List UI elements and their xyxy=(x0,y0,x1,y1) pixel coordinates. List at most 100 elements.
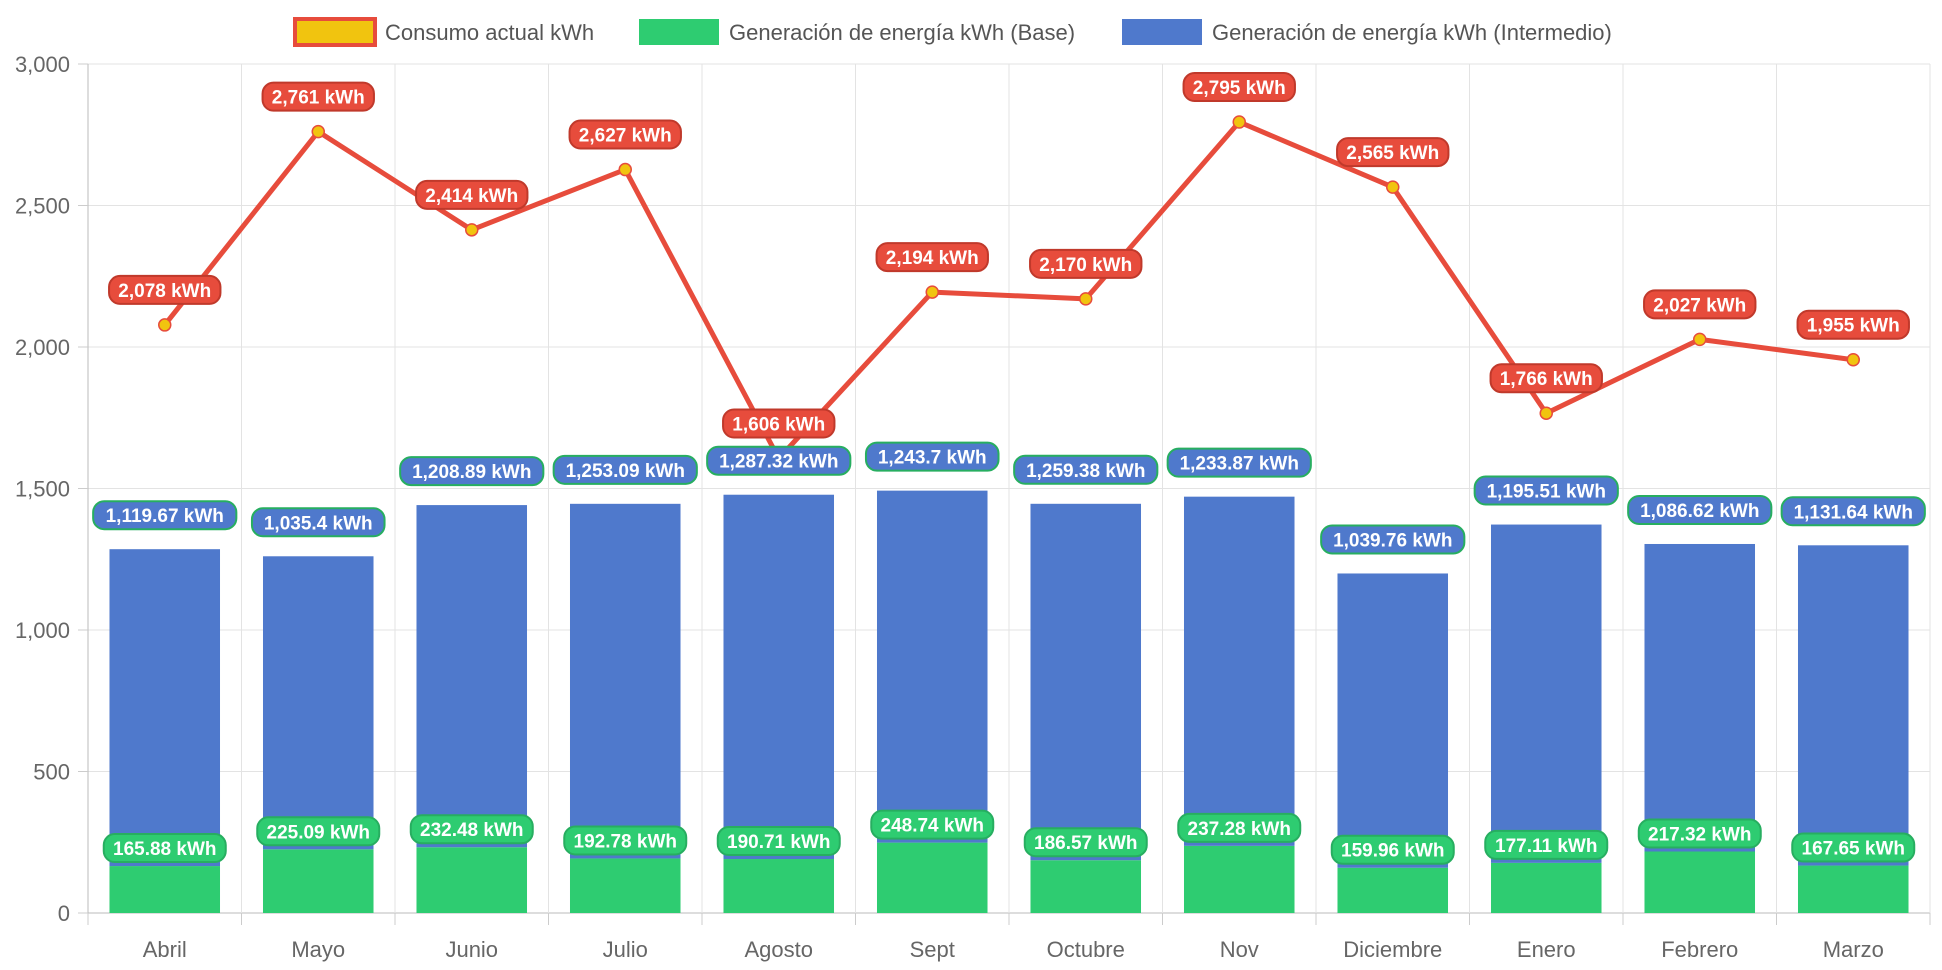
label-consumo-mayo: 2,761 kWh xyxy=(261,81,375,112)
label-base-junio: 232.48 kWh xyxy=(409,814,534,845)
x-tick-label-octubre: Octubre xyxy=(1047,937,1125,962)
bar-base-mayo[interactable] xyxy=(262,849,374,913)
data-label-text: 237.28 kWh xyxy=(1188,819,1292,840)
bar-intermedio-julio[interactable] xyxy=(569,503,681,859)
data-label-box xyxy=(1029,248,1143,279)
bar-base-octubre[interactable] xyxy=(1030,860,1142,913)
bar-base-marzo[interactable] xyxy=(1797,865,1909,913)
bar-intermedio-junio[interactable] xyxy=(416,505,528,848)
bar-intermedio-sept[interactable] xyxy=(876,490,988,843)
label-intermedio-nov: 1,233.87 kWh xyxy=(1166,447,1312,478)
data-label-box xyxy=(1330,834,1455,865)
data-label-text: 1,208.89 kWh xyxy=(412,462,531,483)
data-labels: 165.88 kWh 225.09 kWh 232.48 kWh 192.78 kWh… xyxy=(92,72,1926,865)
data-label-text: 1,119.67 kWh xyxy=(106,506,224,527)
bar-intermedio-abril[interactable] xyxy=(109,549,221,867)
data-label-text: 1,259.38 kWh xyxy=(1026,461,1145,482)
point-consumo-sept[interactable] xyxy=(925,285,939,299)
data-label-box xyxy=(399,456,545,487)
legend-item-generacion-de-energia-kwh-base[interactable]: Generación de energía kWh (Base) xyxy=(639,19,1075,45)
data-label-box xyxy=(108,274,222,305)
point-consumo-junio[interactable] xyxy=(465,223,479,237)
grid xyxy=(87,63,1931,914)
label-intermedio-febrero: 1,086.62 kWh xyxy=(1627,494,1773,525)
legend-label: Generación de energía kWh (Base) xyxy=(729,20,1075,45)
data-label-text: 2,194 kWh xyxy=(886,248,979,269)
data-label-box xyxy=(1637,818,1762,849)
legend-swatch xyxy=(1122,19,1202,45)
legend-swatch xyxy=(639,19,719,45)
legend-item-generacion-de-energia-kwh-intermedio[interactable]: Generación de energía kWh (Intermedio) xyxy=(1122,19,1612,45)
bar-base-abril[interactable] xyxy=(109,866,221,913)
point-consumo-nov[interactable] xyxy=(1232,115,1246,129)
data-label-box xyxy=(563,825,688,856)
legend[interactable]: Consumo actual kWh Generación de energía … xyxy=(293,17,1612,47)
point-consumo-marzo[interactable] xyxy=(1846,352,1860,367)
legend-label: Generación de energía kWh (Intermedio) xyxy=(1212,20,1612,45)
bar-base-nov[interactable] xyxy=(1183,845,1295,913)
point-consumo-mayo[interactable] xyxy=(311,124,325,139)
bar-intermedio-nov[interactable] xyxy=(1183,496,1295,846)
label-base-julio: 192.78 kWh xyxy=(563,825,688,856)
bar-intermedio-diciembre[interactable] xyxy=(1337,573,1449,868)
label-base-sept: 248.74 kWh xyxy=(870,809,995,840)
bar-base-enero[interactable] xyxy=(1490,862,1602,913)
x-tick-label-febrero: Febrero xyxy=(1661,937,1738,962)
bar-base-julio[interactable] xyxy=(569,858,681,913)
label-consumo-sept: 2,194 kWh xyxy=(875,242,989,273)
data-label-text: 1,606 kWh xyxy=(732,415,825,436)
point-consumo-abril[interactable] xyxy=(158,318,172,332)
y-tick-label: 3,000 xyxy=(15,52,70,77)
label-base-marzo: 167.65 kWh xyxy=(1791,832,1916,863)
bar-intermedio-enero[interactable] xyxy=(1490,524,1602,863)
data-label-text: 1,131.64 kWh xyxy=(1794,502,1913,523)
bar-base-junio[interactable] xyxy=(416,847,528,913)
bar-base-diciembre[interactable] xyxy=(1337,867,1449,913)
bar-intermedio-octubre[interactable] xyxy=(1030,503,1142,861)
data-label-box xyxy=(1473,475,1619,506)
label-intermedio-octubre: 1,259.38 kWh xyxy=(1013,454,1159,485)
data-label-box xyxy=(1627,494,1773,525)
data-label-box xyxy=(1320,524,1466,555)
bar-intermedio-agosto[interactable] xyxy=(723,494,835,860)
data-label-text: 186.57 kWh xyxy=(1034,833,1138,854)
consumo-line-path xyxy=(162,119,1854,462)
data-label-box xyxy=(1023,827,1148,858)
label-base-diciembre: 159.96 kWh xyxy=(1330,834,1455,865)
label-consumo-octubre: 2,170 kWh xyxy=(1029,248,1143,279)
bar-base-agosto[interactable] xyxy=(723,859,835,913)
bar-intermedio-marzo[interactable] xyxy=(1797,545,1909,866)
bar-intermedio-mayo[interactable] xyxy=(262,556,374,850)
point-consumo-febrero[interactable] xyxy=(1693,332,1707,347)
label-intermedio-abril: 1,119.67 kWh xyxy=(92,500,238,531)
point-consumo-enero[interactable] xyxy=(1539,406,1553,420)
data-label-box xyxy=(1166,447,1312,478)
data-label-box xyxy=(1182,72,1296,103)
label-intermedio-diciembre: 1,039.76 kWh xyxy=(1320,524,1466,555)
data-label-box xyxy=(870,809,995,840)
point-consumo-octubre[interactable] xyxy=(1079,292,1093,306)
data-label-text: 2,565 kWh xyxy=(1346,143,1439,164)
point-consumo-julio[interactable] xyxy=(618,162,632,177)
label-intermedio-junio: 1,208.89 kWh xyxy=(399,456,545,487)
label-base-abril: 165.88 kWh xyxy=(102,833,227,864)
point-consumo-diciembre[interactable] xyxy=(1386,180,1400,194)
data-label-box xyxy=(261,81,375,112)
legend-item-consumo-actual-kwh[interactable]: Consumo actual kWh xyxy=(293,17,594,47)
data-label-box xyxy=(102,833,227,864)
bar-base-febrero[interactable] xyxy=(1644,851,1756,913)
data-label-text: 1,233.87 kWh xyxy=(1180,454,1299,475)
label-consumo-enero: 1,766 kWh xyxy=(1489,363,1603,394)
data-label-box xyxy=(875,242,989,273)
data-label-box xyxy=(409,814,534,845)
data-label-text: 2,170 kWh xyxy=(1039,255,1132,276)
bar-intermedio-febrero[interactable] xyxy=(1644,543,1756,852)
bar-base-sept[interactable] xyxy=(876,842,988,913)
label-intermedio-julio: 1,253.09 kWh xyxy=(552,454,698,485)
data-label-box xyxy=(1796,309,1910,340)
y-tick-label: 500 xyxy=(33,760,70,785)
data-label-text: 2,795 kWh xyxy=(1193,78,1286,99)
data-label-text: 1,035.4 kWh xyxy=(264,513,373,534)
data-label-box xyxy=(568,119,682,150)
